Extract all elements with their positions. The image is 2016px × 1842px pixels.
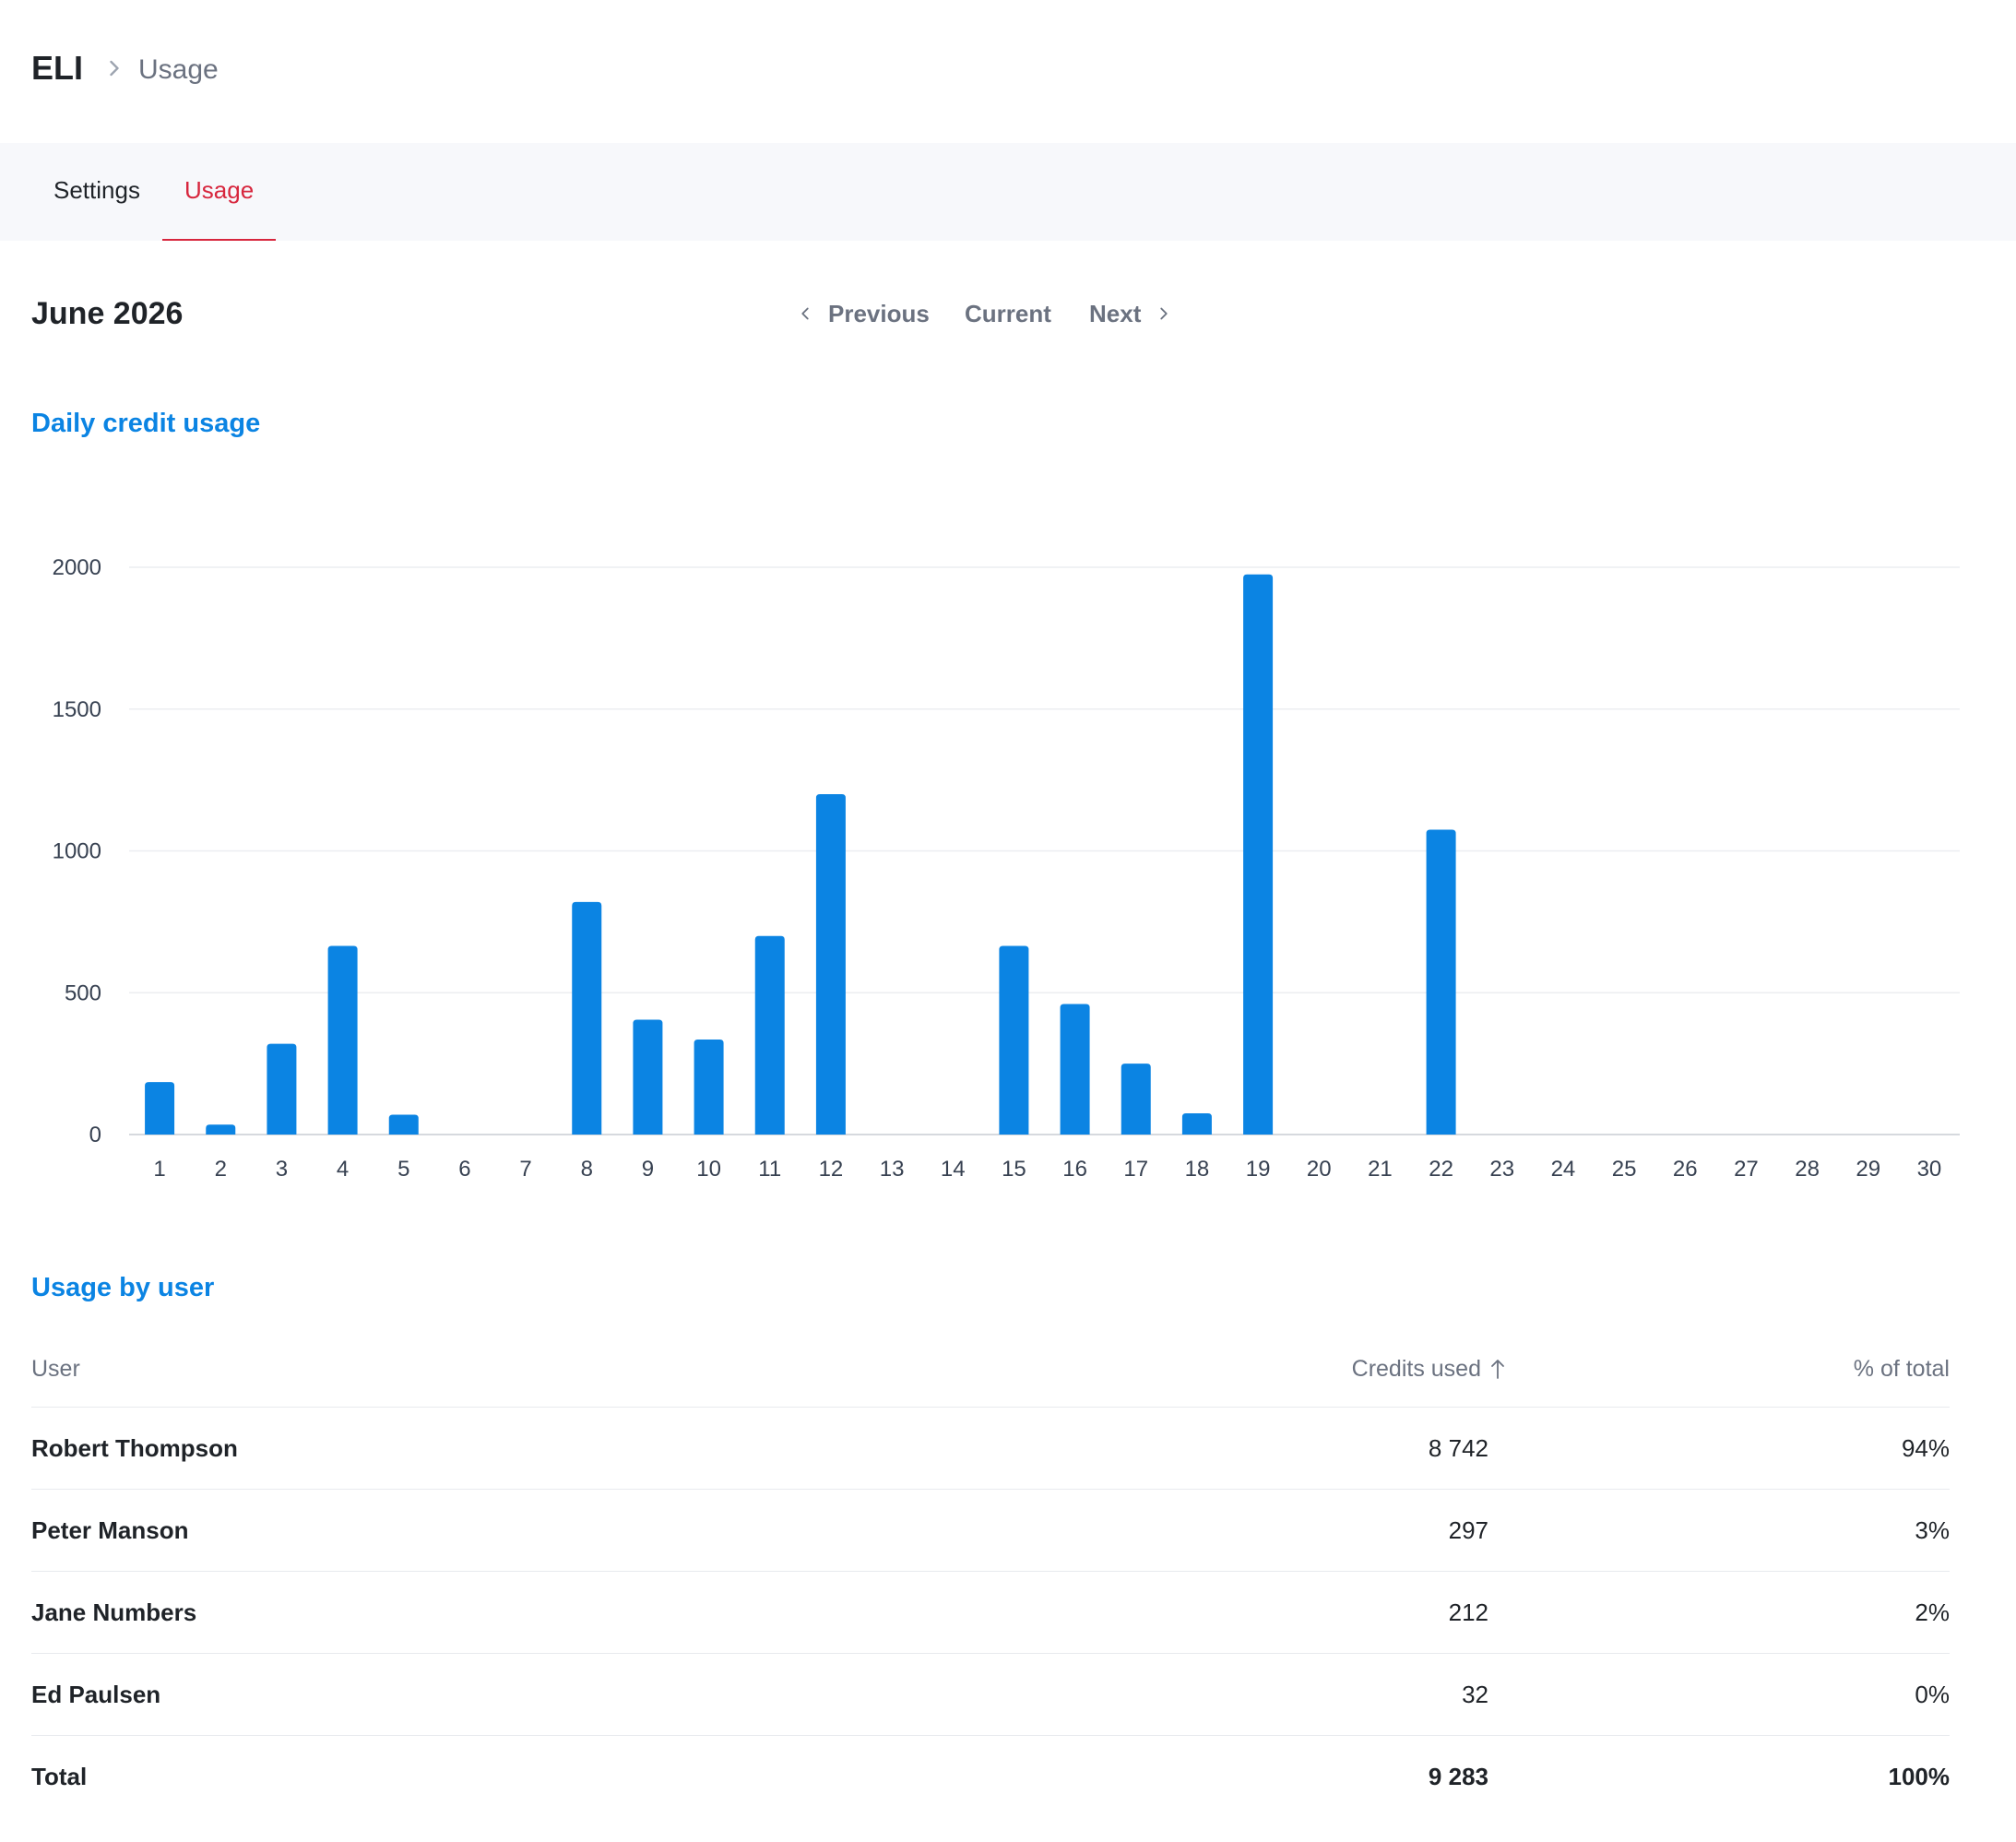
x-tick-label: 5 <box>397 1157 409 1182</box>
user-pct: 3% <box>1915 1516 1950 1544</box>
chevron-right-icon <box>110 60 119 77</box>
x-tick-label: 11 <box>758 1157 781 1182</box>
org-name[interactable]: ELI <box>31 49 84 87</box>
bar-day-5[interactable] <box>388 1114 419 1135</box>
y-tick-label: 1000 <box>53 839 101 864</box>
chart-section-title: Daily credit usage <box>31 409 261 438</box>
x-tick-label: 13 <box>880 1157 905 1182</box>
bar-day-12[interactable] <box>815 794 846 1135</box>
bar-day-9[interactable] <box>633 1019 663 1135</box>
x-tick-label: 14 <box>941 1157 966 1182</box>
x-tick-label: 1 <box>153 1157 165 1182</box>
x-tick-label: 29 <box>1856 1157 1880 1182</box>
x-tick-label: 3 <box>276 1157 288 1182</box>
column-header-pct: % of total <box>1853 1356 1950 1382</box>
bar-day-17[interactable] <box>1121 1064 1151 1135</box>
user-credits: 8 742 <box>1428 1434 1488 1462</box>
x-tick-label: 22 <box>1429 1157 1453 1182</box>
user-pct: 0% <box>1915 1681 1950 1708</box>
bar-day-18[interactable] <box>1181 1112 1212 1135</box>
x-tick-label: 9 <box>642 1157 654 1182</box>
x-tick-label: 15 <box>1002 1157 1026 1182</box>
x-tick-label: 19 <box>1246 1157 1271 1182</box>
x-tick-label: 28 <box>1795 1157 1820 1182</box>
user-credits: 297 <box>1448 1516 1488 1544</box>
total-credits: 9 283 <box>1428 1763 1488 1790</box>
table-row[interactable]: Ed Paulsen 32 0% <box>31 1653 1950 1735</box>
next-button[interactable]: Next <box>1089 295 1174 332</box>
table-row[interactable]: Robert Thompson 8 742 94% <box>31 1407 1950 1489</box>
breadcrumb-current: Usage <box>138 54 219 85</box>
bar-day-1[interactable] <box>145 1082 175 1135</box>
x-tick-label: 4 <box>337 1157 349 1182</box>
bar-day-2[interactable] <box>206 1124 236 1135</box>
table-row[interactable]: Peter Manson 297 3% <box>31 1489 1950 1571</box>
column-header-credits-label: Credits used <box>1351 1356 1481 1382</box>
previous-button[interactable]: Previous <box>795 295 930 332</box>
user-name: Robert Thompson <box>31 1434 238 1462</box>
bar-day-22[interactable] <box>1426 829 1456 1135</box>
x-tick-label: 6 <box>458 1157 470 1182</box>
x-tick-label: 18 <box>1185 1157 1210 1182</box>
bar-day-16[interactable] <box>1060 1004 1090 1135</box>
x-tick-label: 21 <box>1368 1157 1393 1182</box>
x-tick-label: 16 <box>1062 1157 1087 1182</box>
x-tick-label: 10 <box>696 1157 721 1182</box>
y-tick-label: 0 <box>89 1123 101 1147</box>
tab-usage[interactable]: Usage <box>162 143 277 241</box>
period-title: June 2026 <box>31 296 184 331</box>
bar-day-8[interactable] <box>572 901 602 1135</box>
y-tick-label: 1500 <box>53 697 101 722</box>
user-credits: 32 <box>1462 1681 1488 1708</box>
x-tick-label: 30 <box>1917 1157 1942 1182</box>
current-label: Current <box>965 300 1051 327</box>
x-tick-label: 8 <box>581 1157 593 1182</box>
chevron-right-icon <box>1160 307 1168 320</box>
x-tick-label: 26 <box>1673 1157 1698 1182</box>
chevron-left-icon <box>801 307 809 320</box>
x-tick-label: 2 <box>215 1157 227 1182</box>
tab-bar: Settings Usage <box>0 143 2016 241</box>
bar-day-19[interactable] <box>1243 574 1274 1135</box>
tab-settings[interactable]: Settings <box>53 176 140 204</box>
x-tick-label: 12 <box>819 1157 844 1182</box>
total-pct: 100% <box>1888 1763 1951 1790</box>
user-credits: 212 <box>1448 1598 1488 1626</box>
column-header-credits[interactable]: Credits used <box>1352 1355 1507 1383</box>
users-section-title: Usage by user <box>31 1273 215 1302</box>
bar-day-15[interactable] <box>999 945 1029 1135</box>
sort-arrow-up-icon <box>1491 1360 1504 1379</box>
user-name: Peter Manson <box>31 1516 189 1544</box>
user-pct: 94% <box>1901 1434 1950 1462</box>
user-pct: 2% <box>1915 1598 1950 1626</box>
y-tick-label: 2000 <box>53 555 101 580</box>
x-tick-label: 27 <box>1734 1157 1759 1182</box>
page-header: ELI Usage <box>0 0 2016 143</box>
x-tick-label: 23 <box>1489 1157 1514 1182</box>
x-tick-label: 25 <box>1612 1157 1637 1182</box>
bar-day-11[interactable] <box>754 935 785 1135</box>
user-name: Ed Paulsen <box>31 1681 161 1708</box>
previous-label: Previous <box>828 300 930 327</box>
x-tick-label: 20 <box>1307 1157 1332 1182</box>
column-header-user: User <box>31 1356 80 1382</box>
next-label: Next <box>1089 300 1142 327</box>
bar-day-3[interactable] <box>267 1043 297 1135</box>
x-tick-label: 7 <box>519 1157 531 1182</box>
y-tick-label: 500 <box>65 980 101 1005</box>
bar-day-4[interactable] <box>327 945 358 1135</box>
x-tick-label: 24 <box>1551 1157 1576 1182</box>
user-name: Jane Numbers <box>31 1598 197 1626</box>
table-total-row: Total 9 283 100% <box>31 1735 1950 1817</box>
bar-day-10[interactable] <box>694 1039 724 1135</box>
table-row[interactable]: Jane Numbers 212 2% <box>31 1571 1950 1653</box>
total-label: Total <box>31 1763 88 1790</box>
x-tick-label: 17 <box>1123 1157 1148 1182</box>
current-button[interactable]: Current <box>965 295 1051 332</box>
